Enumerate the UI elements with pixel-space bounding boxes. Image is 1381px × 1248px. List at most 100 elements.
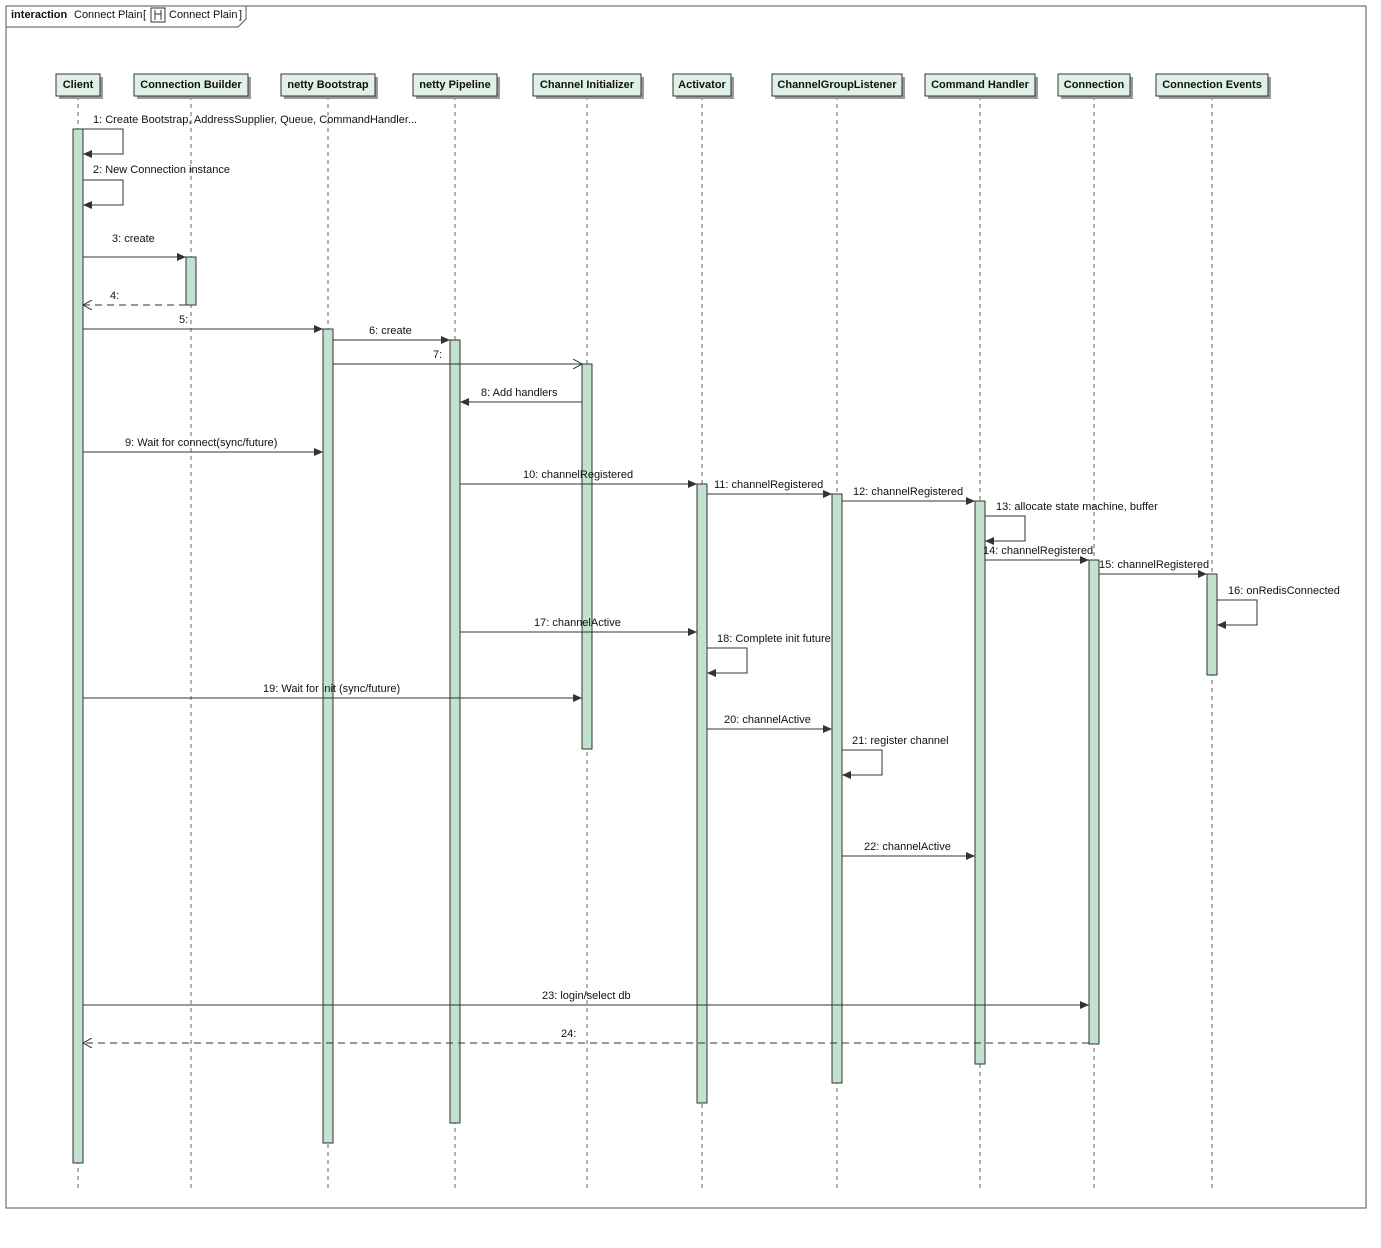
message-22[interactable]: 22: channelActive	[842, 841, 975, 860]
message-label: 13: allocate state machine, buffer	[996, 501, 1158, 513]
participant-box	[412, 73, 498, 97]
participant-label: Channel Initializer	[540, 79, 635, 91]
lifelines	[77, 96, 1213, 1190]
participant-cgl[interactable]: ChannelGroupListener	[771, 73, 905, 99]
message-17[interactable]: 17: channelActive	[460, 617, 697, 636]
message-label: 14: channelRegistered	[983, 545, 1093, 557]
participant-bootstrap[interactable]: netty Bootstrap	[280, 73, 378, 99]
message-label: 22: channelActive	[864, 841, 951, 853]
message-7[interactable]: 7:	[333, 349, 582, 364]
message-23[interactable]: 23: login/select db	[83, 990, 1089, 1009]
participant-box	[532, 73, 642, 97]
activation-pipeline	[449, 339, 461, 1124]
message-line	[707, 647, 748, 677]
activation-connection	[1088, 559, 1100, 1045]
participant-pipeline[interactable]: netty Pipeline	[412, 73, 500, 99]
message-4[interactable]: 4:	[83, 290, 186, 305]
frame-ref-open: [	[143, 9, 146, 21]
message-label: 9: Wait for connect(sync/future)	[125, 437, 277, 449]
interaction-icon	[150, 7, 166, 23]
message-label: 15: channelRegistered	[1099, 559, 1209, 571]
message-10[interactable]: 10: channelRegistered	[460, 469, 697, 488]
message-1[interactable]: 1: Create Bootstrap, AddressSupplier, Qu…	[83, 114, 417, 158]
participant-label: netty Bootstrap	[287, 79, 369, 91]
message-12[interactable]: 12: channelRegistered	[842, 486, 975, 505]
message-line	[1217, 599, 1258, 629]
participant-headers: Client Connection Builder netty Bootstrap n…	[55, 73, 1271, 99]
frame-keyword: interaction	[11, 9, 68, 21]
participant-initializer[interactable]: Channel Initializer	[532, 73, 644, 99]
message-label: 2: New Connection instance	[93, 164, 230, 176]
activations	[72, 128, 1218, 1164]
message-label: 3: create	[112, 233, 155, 245]
participant-handler[interactable]: Command Handler	[924, 73, 1038, 99]
message-label: 7:	[433, 349, 442, 361]
participant-label: netty Pipeline	[419, 79, 491, 91]
message-20[interactable]: 20: channelActive	[707, 714, 832, 733]
message-label: 5:	[179, 314, 188, 326]
message-16[interactable]: 16: onRedisConnected	[1217, 585, 1340, 629]
participant-box	[280, 73, 376, 97]
activation-events	[1206, 573, 1218, 676]
message-label: 10: channelRegistered	[523, 469, 633, 481]
message-19[interactable]: 19: Wait for init (sync/future)	[83, 683, 582, 702]
message-8[interactable]: 8: Add handlers	[460, 387, 582, 406]
message-label: 17: channelActive	[534, 617, 621, 629]
message-6[interactable]: 6: create	[333, 325, 450, 344]
interaction-frame	[5, 5, 1367, 1209]
activation-client	[72, 128, 84, 1164]
message-label: 11: channelRegistered	[714, 479, 823, 491]
message-label: 18: Complete init future	[717, 633, 831, 645]
participant-box	[1155, 73, 1269, 97]
message-label: 16: onRedisConnected	[1228, 585, 1340, 597]
message-label: 1: Create Bootstrap, AddressSupplier, Qu…	[93, 114, 417, 126]
participant-activator[interactable]: Activator	[672, 73, 734, 99]
frame-ref-close: ]	[239, 9, 242, 21]
participant-box	[924, 73, 1036, 97]
message-13[interactable]: 13: allocate state machine, buffer	[985, 501, 1158, 545]
message-line	[83, 179, 124, 209]
participant-events[interactable]: Connection Events	[1155, 73, 1271, 99]
participant-box	[55, 73, 101, 97]
message-line	[83, 128, 124, 158]
message-24[interactable]: 24:	[83, 1028, 1089, 1043]
frame-ref-name: Connect Plain	[169, 9, 238, 21]
message-11[interactable]: 11: channelRegistered	[707, 479, 832, 498]
message-label: 20: channelActive	[724, 714, 811, 726]
frame-tab	[6, 6, 247, 28]
participant-label: Command Handler	[931, 79, 1030, 91]
participant-builder[interactable]: Connection Builder	[133, 73, 251, 99]
message-2[interactable]: 2: New Connection instance	[83, 164, 230, 209]
participant-box	[771, 73, 903, 97]
activation-activator	[696, 483, 708, 1104]
message-label: 19: Wait for init (sync/future)	[263, 683, 400, 695]
participant-label: Connection Builder	[140, 79, 242, 91]
participant-client[interactable]: Client	[55, 73, 103, 99]
message-14[interactable]: 14: channelRegistered	[983, 545, 1093, 564]
participant-label: Client	[63, 79, 94, 91]
message-label: 6: create	[369, 325, 412, 337]
message-3[interactable]: 3: create	[83, 233, 186, 261]
activation-builder	[185, 256, 197, 306]
message-line	[842, 749, 883, 779]
message-line	[985, 515, 1026, 545]
message-9[interactable]: 9: Wait for connect(sync/future)	[83, 437, 323, 456]
message-label: 23: login/select db	[542, 990, 631, 1002]
message-5[interactable]: 5:	[83, 314, 323, 333]
frame-name: Connect Plain	[74, 9, 143, 21]
message-label: 4:	[110, 290, 119, 302]
participant-label: Activator	[678, 79, 726, 91]
message-label: 12: channelRegistered	[853, 486, 963, 498]
participant-box	[133, 73, 249, 97]
message-15[interactable]: 15: channelRegistered	[1099, 559, 1209, 578]
participant-connection[interactable]: Connection	[1057, 73, 1133, 99]
participant-label: Connection Events	[1162, 79, 1262, 91]
activation-initializer	[581, 363, 593, 750]
activation-handler	[974, 500, 986, 1065]
message-label: 8: Add handlers	[481, 387, 558, 399]
message-label: 24:	[561, 1028, 576, 1040]
message-21[interactable]: 21: register channel	[842, 735, 949, 779]
messages: 1: Create Bootstrap, AddressSupplier, Qu…	[83, 114, 1340, 1043]
message-18[interactable]: 18: Complete init future	[707, 633, 831, 677]
